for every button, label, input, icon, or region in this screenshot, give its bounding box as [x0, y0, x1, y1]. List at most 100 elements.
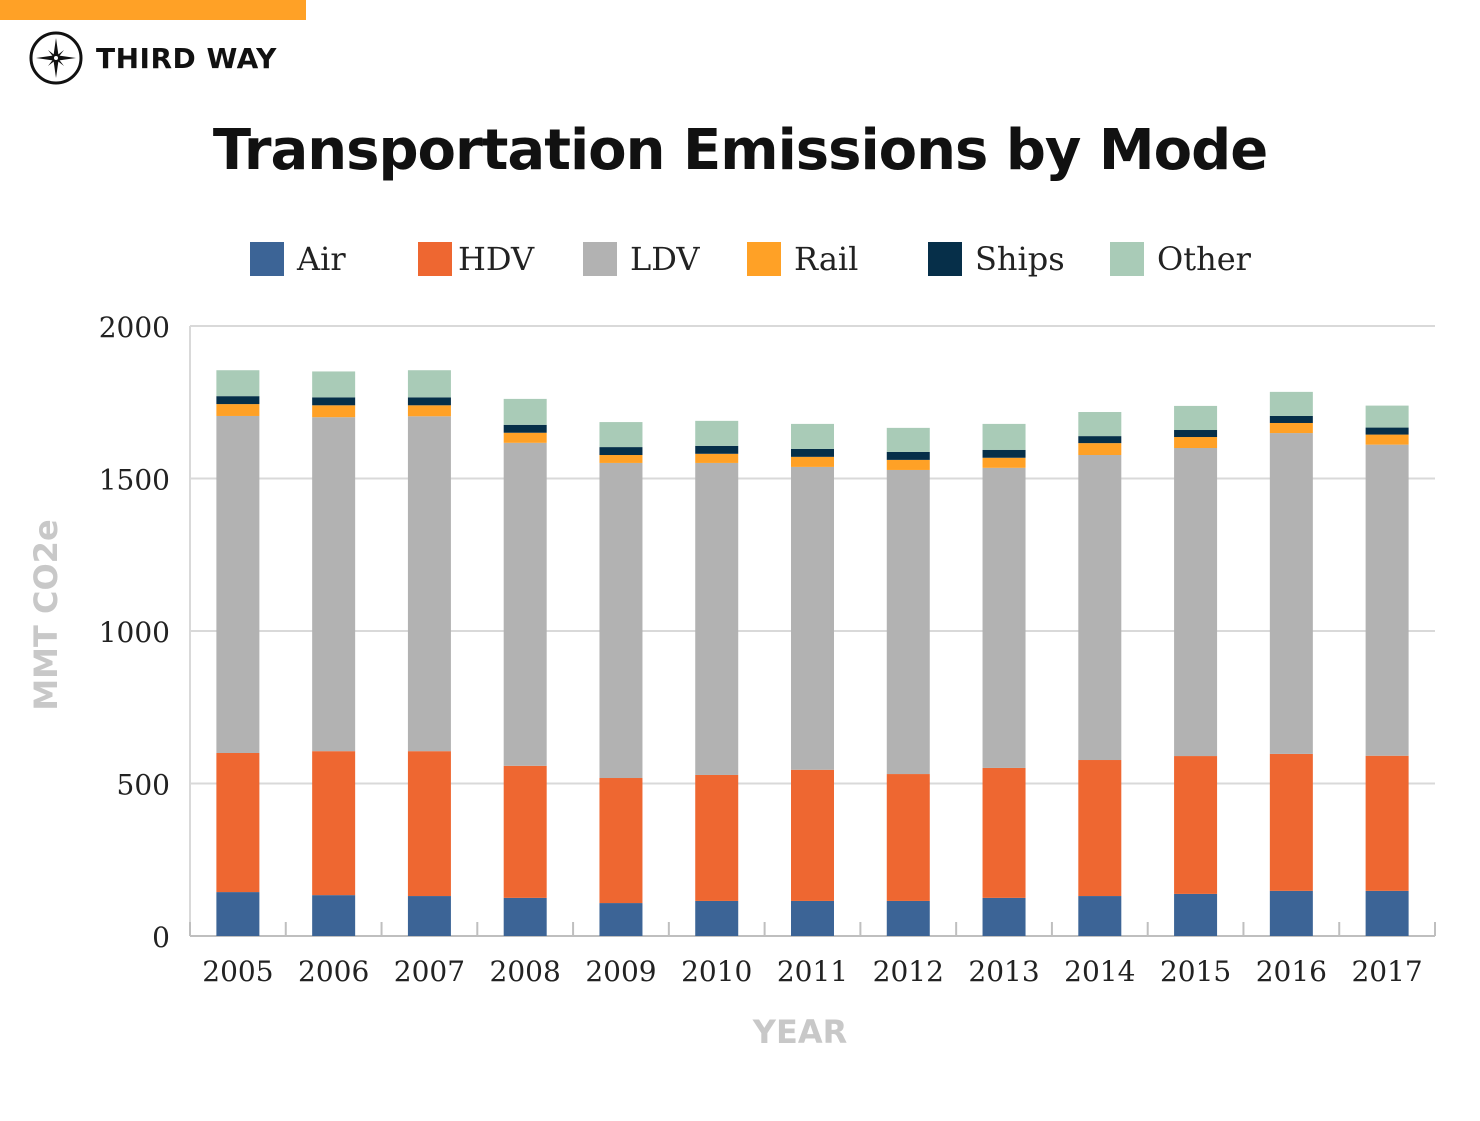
bar-segment-ships-2006 — [312, 397, 356, 406]
bar-segment-hdv-2009 — [599, 778, 643, 904]
y-tick-label: 1000 — [99, 616, 170, 649]
bar-segment-other-2011 — [791, 423, 834, 449]
bar-segment-ships-2010 — [695, 445, 739, 454]
bar-segment-ships-2016 — [1269, 415, 1313, 423]
bar-segment-rail-2012 — [886, 459, 930, 470]
legend-swatch-other — [1110, 242, 1144, 276]
bar-segment-ldv-2007 — [407, 416, 451, 752]
bar-segment-other-2009 — [599, 422, 643, 448]
bar-segment-other-2016 — [1269, 391, 1313, 416]
bar-segment-hdv-2008 — [503, 765, 547, 898]
bar-segment-ships-2007 — [407, 397, 451, 406]
x-tick-label: 2005 — [202, 955, 273, 988]
legend-label-air: Air — [296, 240, 346, 278]
bar-segment-hdv-2012 — [886, 774, 930, 901]
x-tick-label: 2008 — [490, 955, 561, 988]
bar-segment-air-2016 — [1269, 890, 1313, 936]
bar-segment-other-2010 — [695, 420, 739, 446]
bar-segment-hdv-2013 — [982, 767, 1026, 898]
bar-segment-hdv-2014 — [1078, 760, 1122, 897]
bar-segment-ships-2013 — [982, 449, 1026, 458]
bar-segment-ldv-2009 — [599, 462, 643, 779]
legend-label-ships: Ships — [975, 240, 1065, 278]
x-tick-label: 2006 — [298, 955, 369, 988]
bar-segment-rail-2009 — [599, 455, 643, 463]
bar-segment-rail-2011 — [791, 456, 834, 467]
bar-segment-rail-2007 — [407, 405, 451, 417]
bar-segment-hdv-2007 — [407, 751, 451, 897]
bar-segment-other-2014 — [1078, 412, 1122, 437]
bar-segment-other-2007 — [407, 370, 451, 398]
bar-segment-ldv-2006 — [312, 417, 356, 752]
third-way-logo: THIRD WAY — [28, 30, 277, 86]
y-tick-label: 500 — [117, 769, 170, 802]
bar-segment-rail-2006 — [312, 405, 356, 418]
bar-segment-other-2006 — [312, 371, 356, 398]
bar-segment-other-2017 — [1365, 405, 1409, 428]
bar-segment-ldv-2005 — [216, 415, 260, 753]
legend-label-other: Other — [1157, 240, 1252, 278]
legend-swatch-hdv — [418, 242, 452, 276]
bar-segment-air-2006 — [312, 895, 356, 936]
x-tick-label: 2009 — [585, 955, 656, 988]
bar-segment-ships-2011 — [791, 448, 834, 457]
x-tick-label: 2007 — [394, 955, 465, 988]
x-axis-label: YEAR — [752, 1013, 847, 1051]
bar-segment-hdv-2016 — [1269, 753, 1313, 891]
x-tick-label: 2012 — [873, 955, 944, 988]
bar-segment-other-2015 — [1174, 405, 1218, 431]
x-tick-label: 2014 — [1064, 955, 1135, 988]
bar-segment-ships-2015 — [1174, 430, 1218, 438]
bar-segment-hdv-2017 — [1365, 755, 1409, 891]
bar-segment-ldv-2017 — [1365, 444, 1409, 756]
brand-name: THIRD WAY — [96, 41, 277, 75]
bar-segment-other-2005 — [216, 370, 260, 397]
legend-swatch-air — [250, 242, 284, 276]
legend-swatch-ldv — [583, 242, 617, 276]
bar-segment-rail-2015 — [1174, 437, 1218, 448]
bar-segment-hdv-2011 — [791, 769, 834, 901]
bar-segment-rail-2017 — [1365, 434, 1409, 445]
chart-title: Transportation Emissions by Mode — [212, 118, 1268, 183]
bar-segment-hdv-2010 — [695, 774, 739, 901]
bar-segment-ships-2012 — [886, 451, 930, 460]
bar-segment-air-2011 — [791, 900, 834, 936]
bar-segment-rail-2010 — [695, 453, 739, 463]
bar-segment-air-2009 — [599, 903, 643, 936]
bar-segment-air-2017 — [1365, 890, 1409, 936]
bar-segment-rail-2013 — [982, 457, 1026, 468]
bar-segment-hdv-2006 — [312, 751, 356, 896]
x-tick-label: 2011 — [777, 955, 848, 988]
bar-segment-ldv-2012 — [886, 469, 930, 775]
bar-segment-other-2013 — [982, 423, 1026, 450]
y-axis-label: MMT CO2e — [27, 519, 65, 710]
legend-swatch-rail — [747, 242, 781, 276]
legend-label-ldv: LDV — [630, 240, 700, 278]
bar-segment-ldv-2011 — [791, 466, 834, 770]
legend-label-rail: Rail — [794, 240, 858, 278]
bar-segment-ldv-2008 — [503, 442, 547, 766]
x-tick-label: 2016 — [1256, 955, 1327, 988]
x-tick-label: 2010 — [681, 955, 752, 988]
bar-segment-ships-2017 — [1365, 427, 1409, 435]
bar-segment-other-2008 — [503, 398, 547, 425]
bar-segment-air-2012 — [886, 900, 930, 936]
bar-segment-air-2015 — [1174, 893, 1218, 936]
bar-segment-air-2005 — [216, 892, 260, 936]
bar-segment-ships-2014 — [1078, 436, 1122, 444]
x-tick-label: 2015 — [1160, 955, 1231, 988]
bar-segment-rail-2014 — [1078, 443, 1122, 456]
legend-label-hdv: HDV — [458, 240, 535, 278]
bar-segment-rail-2008 — [503, 432, 547, 443]
bar-segment-other-2012 — [886, 427, 930, 452]
bar-segment-ldv-2013 — [982, 467, 1026, 768]
bar-segment-air-2008 — [503, 897, 547, 936]
bar-segment-ldv-2014 — [1078, 455, 1122, 761]
y-tick-label: 1500 — [99, 464, 170, 497]
bar-segment-ships-2008 — [503, 424, 547, 433]
bar-segment-ships-2009 — [599, 447, 643, 456]
bar-segment-ships-2005 — [216, 396, 260, 405]
x-tick-label: 2017 — [1351, 955, 1422, 988]
y-tick-label: 0 — [152, 921, 170, 954]
